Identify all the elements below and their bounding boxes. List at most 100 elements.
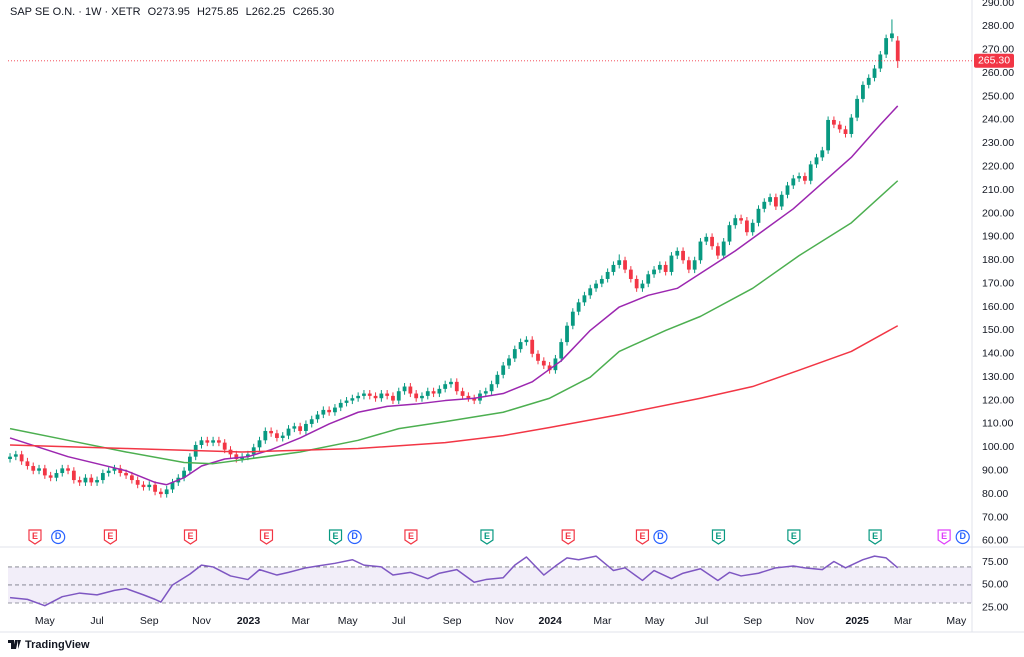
- axis: 60.00 70.00 80.00 90.00 100.00 110.00 120.00 13…: [35, 0, 1014, 627]
- y-tick-label: 150.00: [982, 324, 1014, 336]
- candle-body: [379, 393, 384, 399]
- candle-body: [25, 461, 30, 467]
- event-label: D: [657, 531, 664, 541]
- candle-body: [124, 473, 128, 476]
- ohlc-value: 265.30: [300, 6, 334, 18]
- candle-body: [333, 407, 337, 413]
- candle-body: [623, 260, 627, 270]
- candle-body: [605, 271, 610, 279]
- earnings-badge: [28, 529, 42, 545]
- candle-body: [681, 250, 685, 261]
- candle-body: [803, 176, 807, 181]
- y-tick-label: 280.00: [982, 20, 1014, 32]
- dividend-badge: [955, 529, 970, 545]
- candle-body: [855, 98, 860, 118]
- x-tick-label: Nov: [192, 615, 211, 627]
- candle-body: [611, 264, 616, 272]
- earnings-badge: [711, 529, 726, 545]
- candle-body: [507, 358, 511, 366]
- axis: 75.00 50.00 25.00: [982, 556, 1008, 613]
- candle-body: [861, 84, 865, 99]
- y-tick-label: 220.00: [982, 161, 1014, 173]
- x-tick-label: Sep: [443, 615, 462, 627]
- x-tick-label: 2023: [237, 615, 261, 627]
- candle-body: [42, 468, 47, 476]
- last-price-box: [974, 53, 1014, 68]
- candle-body: [628, 269, 633, 279]
- candle-body: [472, 398, 477, 401]
- line-series: [9, 555, 899, 607]
- candle-body: [686, 260, 691, 270]
- candle-body: [576, 302, 581, 312]
- candle-body: [594, 283, 598, 289]
- candle-body: [321, 409, 326, 415]
- candle-body: [437, 388, 442, 394]
- candle-body: [785, 185, 790, 195]
- candle-body: [129, 475, 134, 481]
- event-label: E: [715, 531, 721, 541]
- candle-body: [826, 119, 831, 151]
- candle-body: [83, 477, 88, 483]
- candle-body: [100, 473, 105, 481]
- candle-body: [797, 176, 802, 179]
- candle-body: [536, 353, 540, 361]
- candle-body: [849, 117, 854, 134]
- brand-logo: TradingView: [8, 639, 90, 651]
- y-tick-label: 240.00: [982, 114, 1014, 126]
- candle-body: [95, 480, 99, 483]
- candle-body: [466, 395, 471, 399]
- y-tick-label: 70.00: [982, 511, 1008, 523]
- candle-body: [582, 295, 587, 303]
- y-tick-label: 190.00: [982, 231, 1014, 243]
- pane: [8, 555, 972, 607]
- candle-body: [634, 278, 639, 289]
- y-tick-label: 250.00: [982, 90, 1014, 102]
- candle-body: [373, 395, 378, 399]
- candle-body: [820, 150, 825, 158]
- event-label: D: [351, 531, 358, 541]
- candle-body: [704, 236, 709, 242]
- candle-body: [8, 456, 12, 460]
- earnings-badge: [404, 529, 418, 545]
- y-tick-label: 170.00: [982, 277, 1014, 289]
- earnings-badge: [103, 529, 118, 545]
- event-label: E: [32, 531, 38, 541]
- dividend-badge: [653, 529, 668, 545]
- candle-body: [866, 77, 871, 85]
- candle-body: [721, 241, 726, 256]
- candle-body: [257, 440, 262, 448]
- candle-body: [211, 440, 216, 443]
- candle-body: [640, 283, 645, 289]
- x-tick-label: Jul: [90, 615, 103, 627]
- candle-body: [13, 454, 18, 457]
- x-tick-label: Nov: [495, 615, 514, 627]
- y-tick-label: 290.00: [982, 0, 1014, 9]
- y-tick-label: 80.00: [982, 488, 1008, 500]
- earnings-badge: [787, 529, 801, 545]
- candle-body: [153, 484, 157, 492]
- candle-body: [791, 178, 796, 186]
- ohlc-value: 262.25: [252, 6, 286, 18]
- candle-body: [570, 311, 575, 326]
- candle-body: [182, 470, 186, 478]
- candle-body: [269, 430, 274, 434]
- candle-body: [872, 68, 877, 78]
- x-tick-label: Mar: [593, 615, 612, 627]
- candle-body: [443, 384, 448, 389]
- x-tick-label: Jul: [695, 615, 708, 627]
- candle-body: [350, 398, 355, 401]
- candle-body: [205, 440, 210, 443]
- candle-body: [547, 365, 552, 371]
- line-series: [9, 180, 899, 465]
- event-label: E: [791, 531, 797, 541]
- candle-body: [814, 157, 819, 165]
- candle-body: [37, 468, 41, 471]
- x-tick-label: 2024: [539, 615, 563, 627]
- ohlc-value: 273.95: [156, 6, 190, 18]
- candle-body: [495, 374, 500, 385]
- candle-body: [756, 208, 761, 223]
- candle-body: [222, 442, 227, 450]
- candle-body: [309, 419, 314, 424]
- y-tick-label: 210.00: [982, 184, 1014, 196]
